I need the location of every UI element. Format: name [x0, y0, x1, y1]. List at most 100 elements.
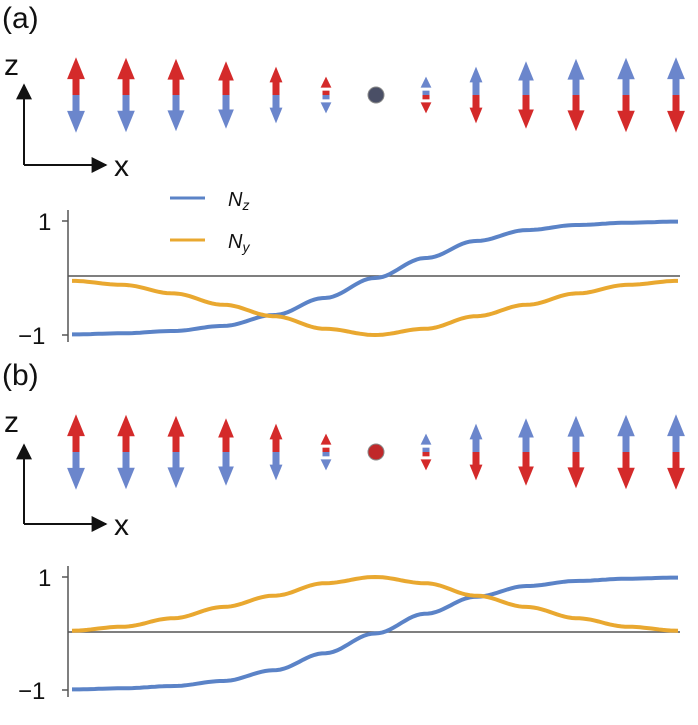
spin-a-13 [667, 57, 685, 133]
spin-a-2 [117, 57, 135, 133]
x-axis-label-b: x [114, 509, 129, 542]
spin-head-top [518, 61, 534, 81]
y-tick-label-b-top: 1 [38, 565, 51, 592]
spin-head-top [518, 418, 534, 438]
spin-head-top [218, 418, 234, 438]
legend-label-nz: Nz [228, 189, 249, 213]
spin-a-6 [320, 76, 332, 114]
spin-b-13 [667, 414, 685, 490]
spin-head-bottom [218, 109, 234, 129]
spin-head-bottom [117, 110, 135, 133]
series-line-ny-a [72, 278, 678, 338]
spin-head-top [167, 58, 185, 80]
spin-head-top [567, 58, 585, 80]
spin-b-1 [67, 414, 85, 490]
spin-head-bottom [67, 110, 85, 133]
spin-a-7 [367, 86, 385, 104]
spin-a-5 [269, 66, 283, 124]
y-tick-label-a-top: 1 [38, 209, 51, 236]
spin-b-8 [420, 433, 432, 471]
spin-center-ball [367, 443, 385, 461]
spin-a-1 [67, 57, 85, 133]
spin-head-bottom [218, 466, 234, 486]
spin-head-bottom [667, 110, 685, 133]
spin-b-7 [367, 443, 385, 461]
spin-b-4 [218, 418, 234, 486]
spin-head-top [218, 61, 234, 81]
spin-head-bottom [320, 102, 332, 114]
spin-b-9 [469, 423, 483, 481]
y-tick-label-b-bottom: −1 [18, 678, 45, 705]
spin-chain-b [67, 414, 685, 490]
spin-head-bottom [567, 110, 585, 132]
spin-a-3 [167, 58, 185, 132]
spin-head-top [469, 423, 483, 440]
spin-head-bottom [518, 466, 534, 486]
spin-head-top [617, 57, 635, 80]
spin-head-bottom [667, 467, 685, 490]
spin-head-bottom [469, 107, 483, 124]
spin-head-top [269, 423, 283, 440]
spin-head-top [320, 76, 332, 88]
spin-head-bottom [117, 467, 135, 490]
spin-head-bottom [617, 467, 635, 490]
legend-label-ny: Ny [228, 231, 250, 255]
series-line-nz-b [72, 575, 678, 692]
spin-b-12 [617, 414, 635, 490]
spin-head-top [117, 414, 135, 437]
spin-b-3 [167, 415, 185, 489]
spin-a-12 [617, 57, 635, 133]
spin-head-top [67, 414, 85, 437]
coordinate-axes-a: z x [4, 49, 129, 183]
spin-head-top [269, 66, 283, 83]
spin-a-4 [218, 61, 234, 129]
spin-head-top [420, 76, 432, 88]
profile-plot-a: 1 −1 [18, 209, 680, 350]
spin-head-top [420, 433, 432, 445]
series-line-nz-a [72, 219, 678, 337]
spin-head-top [67, 57, 85, 80]
profile-plot-b: 1 −1 [18, 565, 680, 705]
z-axis-label-b: z [4, 406, 19, 439]
panel-label-a: (a) [2, 2, 39, 35]
spin-head-top [469, 66, 483, 83]
spin-head-bottom [167, 110, 185, 132]
spin-head-top [567, 415, 585, 437]
spin-head-bottom [320, 459, 332, 471]
spin-head-top [667, 414, 685, 437]
spin-center-ball [367, 86, 385, 104]
spin-head-bottom [518, 109, 534, 129]
spin-head-top [667, 57, 685, 80]
series-line-ny-b [71, 574, 679, 633]
spin-a-9 [469, 66, 483, 124]
legend: Nz Ny [170, 189, 250, 255]
coordinate-axes-b: z x [4, 406, 129, 542]
spin-head-top [117, 57, 135, 80]
spin-head-bottom [567, 467, 585, 489]
spin-b-6 [320, 433, 332, 471]
spin-head-bottom [420, 102, 432, 114]
spin-head-top [320, 433, 332, 445]
spin-b-2 [117, 414, 135, 490]
spin-a-10 [518, 61, 534, 129]
spin-b-5 [269, 423, 283, 481]
spin-head-bottom [269, 107, 283, 124]
y-tick-label-a-bottom: −1 [18, 323, 45, 350]
spin-chain-a [67, 57, 685, 133]
spin-b-10 [518, 418, 534, 486]
spin-head-bottom [269, 464, 283, 481]
spin-head-bottom [167, 467, 185, 489]
spin-a-11 [567, 58, 585, 132]
spin-head-top [617, 414, 635, 437]
x-axis-label-a: x [114, 150, 129, 183]
z-axis-label-a: z [4, 49, 19, 82]
spin-head-bottom [469, 464, 483, 481]
spin-head-bottom [617, 110, 635, 133]
spin-a-8 [420, 76, 432, 114]
spin-head-bottom [420, 459, 432, 471]
panel-label-b: (b) [2, 359, 39, 392]
spin-head-top [167, 415, 185, 437]
spin-head-bottom [67, 467, 85, 490]
spin-b-11 [567, 415, 585, 489]
